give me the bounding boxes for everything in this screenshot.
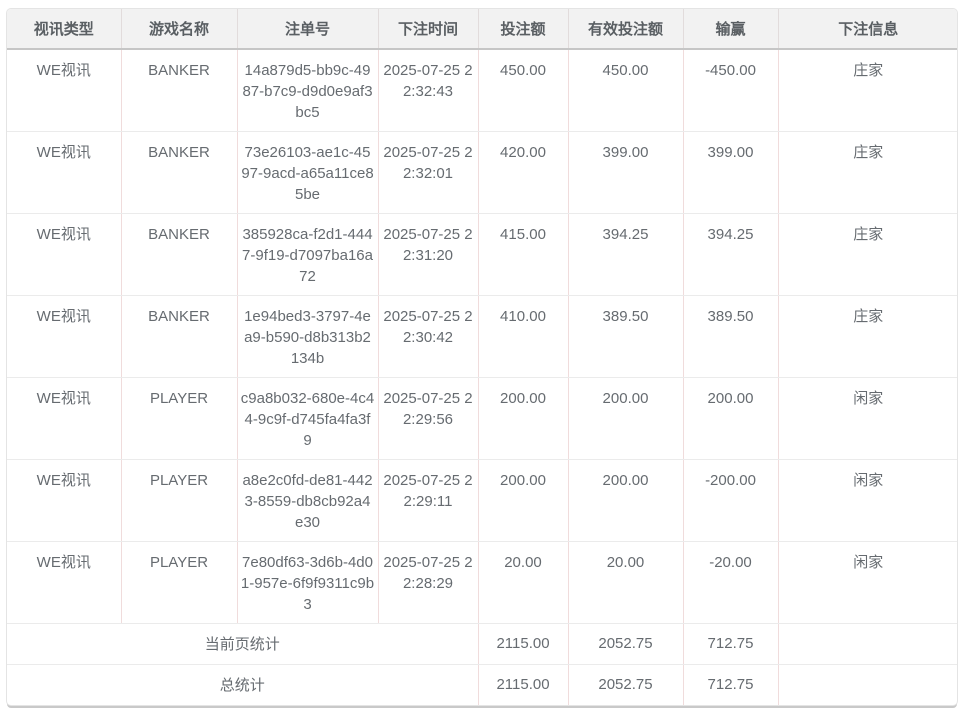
cell-game-name: PLAYER [121, 541, 238, 624]
cell-bet-amount: 20.00 [478, 541, 569, 624]
total-summary-bet-info [778, 664, 957, 705]
cell-video-type: WE视讯 [7, 459, 122, 542]
page-summary-bet-amount: 2115.00 [478, 623, 569, 665]
total-summary-row: 总统计 2115.00 2052.75 712.75 [7, 664, 957, 705]
total-summary-win-loss: 712.75 [683, 664, 779, 705]
column-header-bet-id: 注单号 [237, 9, 379, 50]
column-header-valid-bet-amount: 有效投注额 [568, 9, 684, 50]
cell-bet-info: 闲家 [778, 541, 957, 624]
cell-bet-time: 2025-07-25 22:31:20 [378, 213, 479, 296]
cell-bet-time: 2025-07-25 22:30:42 [378, 295, 479, 378]
cell-valid-bet-amount: 389.50 [568, 295, 684, 378]
cell-bet-id: c9a8b032-680e-4c44-9c9f-d745fa4fa3f9 [237, 377, 379, 460]
total-summary-bet-amount: 2115.00 [478, 664, 569, 705]
cell-video-type: WE视讯 [7, 213, 122, 296]
cell-bet-time: 2025-07-25 22:28:29 [378, 541, 479, 624]
cell-valid-bet-amount: 394.25 [568, 213, 684, 296]
cell-valid-bet-amount: 200.00 [568, 377, 684, 460]
bet-records-panel: 视讯类型 游戏名称 注单号 下注时间 投注额 有效投注额 输赢 下注信息 WE视… [6, 8, 958, 706]
cell-bet-time: 2025-07-25 22:29:56 [378, 377, 479, 460]
table-body: WE视讯 BANKER 14a879d5-bb9c-4987-b7c9-d9d0… [7, 49, 957, 624]
cell-game-name: BANKER [121, 131, 238, 214]
cell-bet-id: 73e26103-ae1c-4597-9acd-a65a11ce85be [237, 131, 379, 214]
table-row: WE视讯 BANKER 1e94bed3-3797-4ea9-b590-d8b3… [7, 295, 957, 378]
header-row: 视讯类型 游戏名称 注单号 下注时间 投注额 有效投注额 输赢 下注信息 [7, 9, 957, 50]
cell-win-loss: 394.25 [683, 213, 779, 296]
cell-game-name: PLAYER [121, 459, 238, 542]
cell-valid-bet-amount: 450.00 [568, 49, 684, 132]
column-header-game-name: 游戏名称 [121, 9, 238, 50]
cell-bet-info: 闲家 [778, 377, 957, 460]
table-row: WE视讯 BANKER 73e26103-ae1c-4597-9acd-a65a… [7, 131, 957, 214]
cell-bet-info: 庄家 [778, 213, 957, 296]
cell-bet-id: 1e94bed3-3797-4ea9-b590-d8b313b2134b [237, 295, 379, 378]
cell-bet-id: 7e80df63-3d6b-4d01-957e-6f9f9311c9b3 [237, 541, 379, 624]
column-header-bet-amount: 投注额 [478, 9, 569, 50]
cell-win-loss: -20.00 [683, 541, 779, 624]
cell-game-name: PLAYER [121, 377, 238, 460]
page-summary-label: 当前页统计 [7, 623, 479, 665]
page-summary-row: 当前页统计 2115.00 2052.75 712.75 [7, 623, 957, 665]
cell-valid-bet-amount: 200.00 [568, 459, 684, 542]
cell-bet-time: 2025-07-25 22:29:11 [378, 459, 479, 542]
cell-valid-bet-amount: 399.00 [568, 131, 684, 214]
table-row: WE视讯 PLAYER c9a8b032-680e-4c44-9c9f-d745… [7, 377, 957, 460]
cell-win-loss: 399.00 [683, 131, 779, 214]
cell-bet-amount: 420.00 [478, 131, 569, 214]
column-header-bet-time: 下注时间 [378, 9, 479, 50]
table-header: 视讯类型 游戏名称 注单号 下注时间 投注额 有效投注额 输赢 下注信息 [7, 9, 957, 50]
page-summary-win-loss: 712.75 [683, 623, 779, 665]
cell-win-loss: -200.00 [683, 459, 779, 542]
cell-video-type: WE视讯 [7, 377, 122, 460]
table-row: WE视讯 PLAYER 7e80df63-3d6b-4d01-957e-6f9f… [7, 541, 957, 624]
cell-video-type: WE视讯 [7, 131, 122, 214]
cell-video-type: WE视讯 [7, 295, 122, 378]
cell-win-loss: 389.50 [683, 295, 779, 378]
cell-bet-info: 庄家 [778, 49, 957, 132]
cell-win-loss: -450.00 [683, 49, 779, 132]
cell-bet-amount: 200.00 [478, 377, 569, 460]
cell-bet-info: 庄家 [778, 295, 957, 378]
cell-game-name: BANKER [121, 213, 238, 296]
cell-bet-time: 2025-07-25 22:32:01 [378, 131, 479, 214]
bet-records-table: 视讯类型 游戏名称 注单号 下注时间 投注额 有效投注额 输赢 下注信息 WE视… [7, 9, 957, 705]
cell-video-type: WE视讯 [7, 49, 122, 132]
cell-game-name: BANKER [121, 49, 238, 132]
cell-bet-amount: 410.00 [478, 295, 569, 378]
cell-win-loss: 200.00 [683, 377, 779, 460]
column-header-win-loss: 输赢 [683, 9, 779, 50]
table-row: WE视讯 BANKER 14a879d5-bb9c-4987-b7c9-d9d0… [7, 49, 957, 132]
column-header-video-type: 视讯类型 [7, 9, 122, 50]
cell-valid-bet-amount: 20.00 [568, 541, 684, 624]
column-header-bet-info: 下注信息 [778, 9, 957, 50]
cell-bet-info: 闲家 [778, 459, 957, 542]
table-row: WE视讯 BANKER 385928ca-f2d1-4447-9f19-d709… [7, 213, 957, 296]
cell-bet-time: 2025-07-25 22:32:43 [378, 49, 479, 132]
table-footer: 当前页统计 2115.00 2052.75 712.75 总统计 2115.00… [7, 623, 957, 705]
cell-bet-amount: 450.00 [478, 49, 569, 132]
cell-bet-id: 14a879d5-bb9c-4987-b7c9-d9d0e9af3bc5 [237, 49, 379, 132]
table-row: WE视讯 PLAYER a8e2c0fd-de81-4423-8559-db8c… [7, 459, 957, 542]
page-summary-bet-info [778, 623, 957, 665]
cell-bet-amount: 200.00 [478, 459, 569, 542]
cell-video-type: WE视讯 [7, 541, 122, 624]
cell-bet-info: 庄家 [778, 131, 957, 214]
cell-game-name: BANKER [121, 295, 238, 378]
cell-bet-id: 385928ca-f2d1-4447-9f19-d7097ba16a72 [237, 213, 379, 296]
cell-bet-id: a8e2c0fd-de81-4423-8559-db8cb92a4e30 [237, 459, 379, 542]
page-summary-valid-bet-amount: 2052.75 [568, 623, 684, 665]
total-summary-valid-bet-amount: 2052.75 [568, 664, 684, 705]
cell-bet-amount: 415.00 [478, 213, 569, 296]
total-summary-label: 总统计 [7, 664, 479, 705]
